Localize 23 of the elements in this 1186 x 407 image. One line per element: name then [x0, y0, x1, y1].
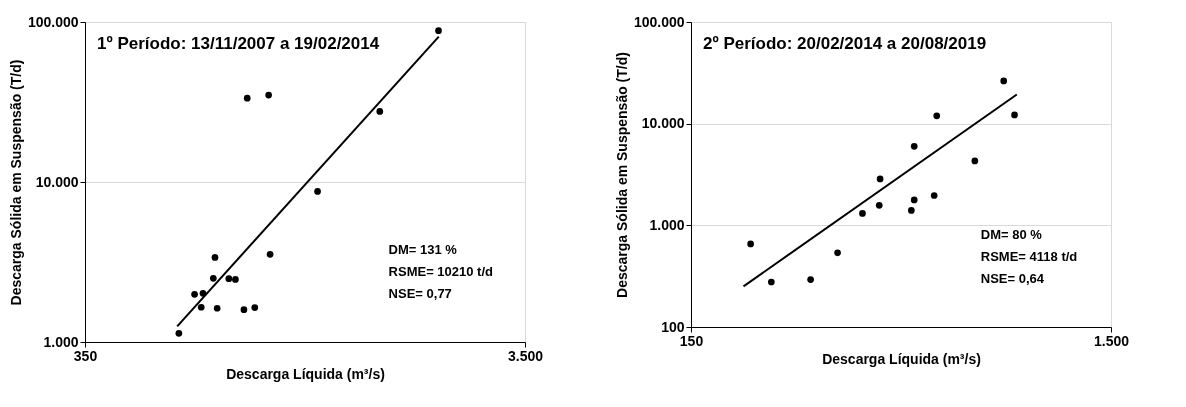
annotation: NSE= 0,77	[388, 286, 452, 301]
y-tick-label: 100	[661, 318, 685, 335]
y-tick-label: 1.000	[43, 333, 79, 350]
y-tick-label: 10.000	[35, 173, 79, 190]
y-tick-label: 10.000	[641, 115, 685, 132]
annotation: DM= 80 %	[980, 227, 1043, 242]
x-tick-label: 3.500	[507, 347, 544, 364]
x-tick-label: 350	[73, 347, 98, 364]
annotation: RSME= 10210 t/d	[388, 264, 494, 279]
x-tick-label: 150	[679, 332, 704, 349]
x-tick-label: 1.500	[1093, 332, 1130, 349]
x-axis-title: Descarga Líquida (m³/s)	[226, 365, 385, 382]
y-tick-label: 100.000	[27, 13, 79, 30]
annotation: RSME= 4118 t/d	[980, 249, 1078, 264]
text: 1º Período: 13/11/2007 a 19/02/2014	[97, 34, 380, 53]
text: 2º Período: 20/02/2014 a 20/08/2019	[703, 34, 987, 53]
annotation: DM= 131 %	[388, 242, 458, 257]
x-axis-title: Descarga Líquida (m³/s)	[822, 350, 981, 367]
annotation: NSE= 0,64	[980, 271, 1045, 286]
y-axis-title: Descarga Sólida em Suspensão (T/d)	[613, 52, 630, 298]
y-tick-label: 1.000	[649, 216, 685, 233]
y-tick-label: 100.000	[633, 13, 685, 30]
y-axis-title: Descarga Sólida em Suspensão (T/d)	[7, 59, 24, 306]
